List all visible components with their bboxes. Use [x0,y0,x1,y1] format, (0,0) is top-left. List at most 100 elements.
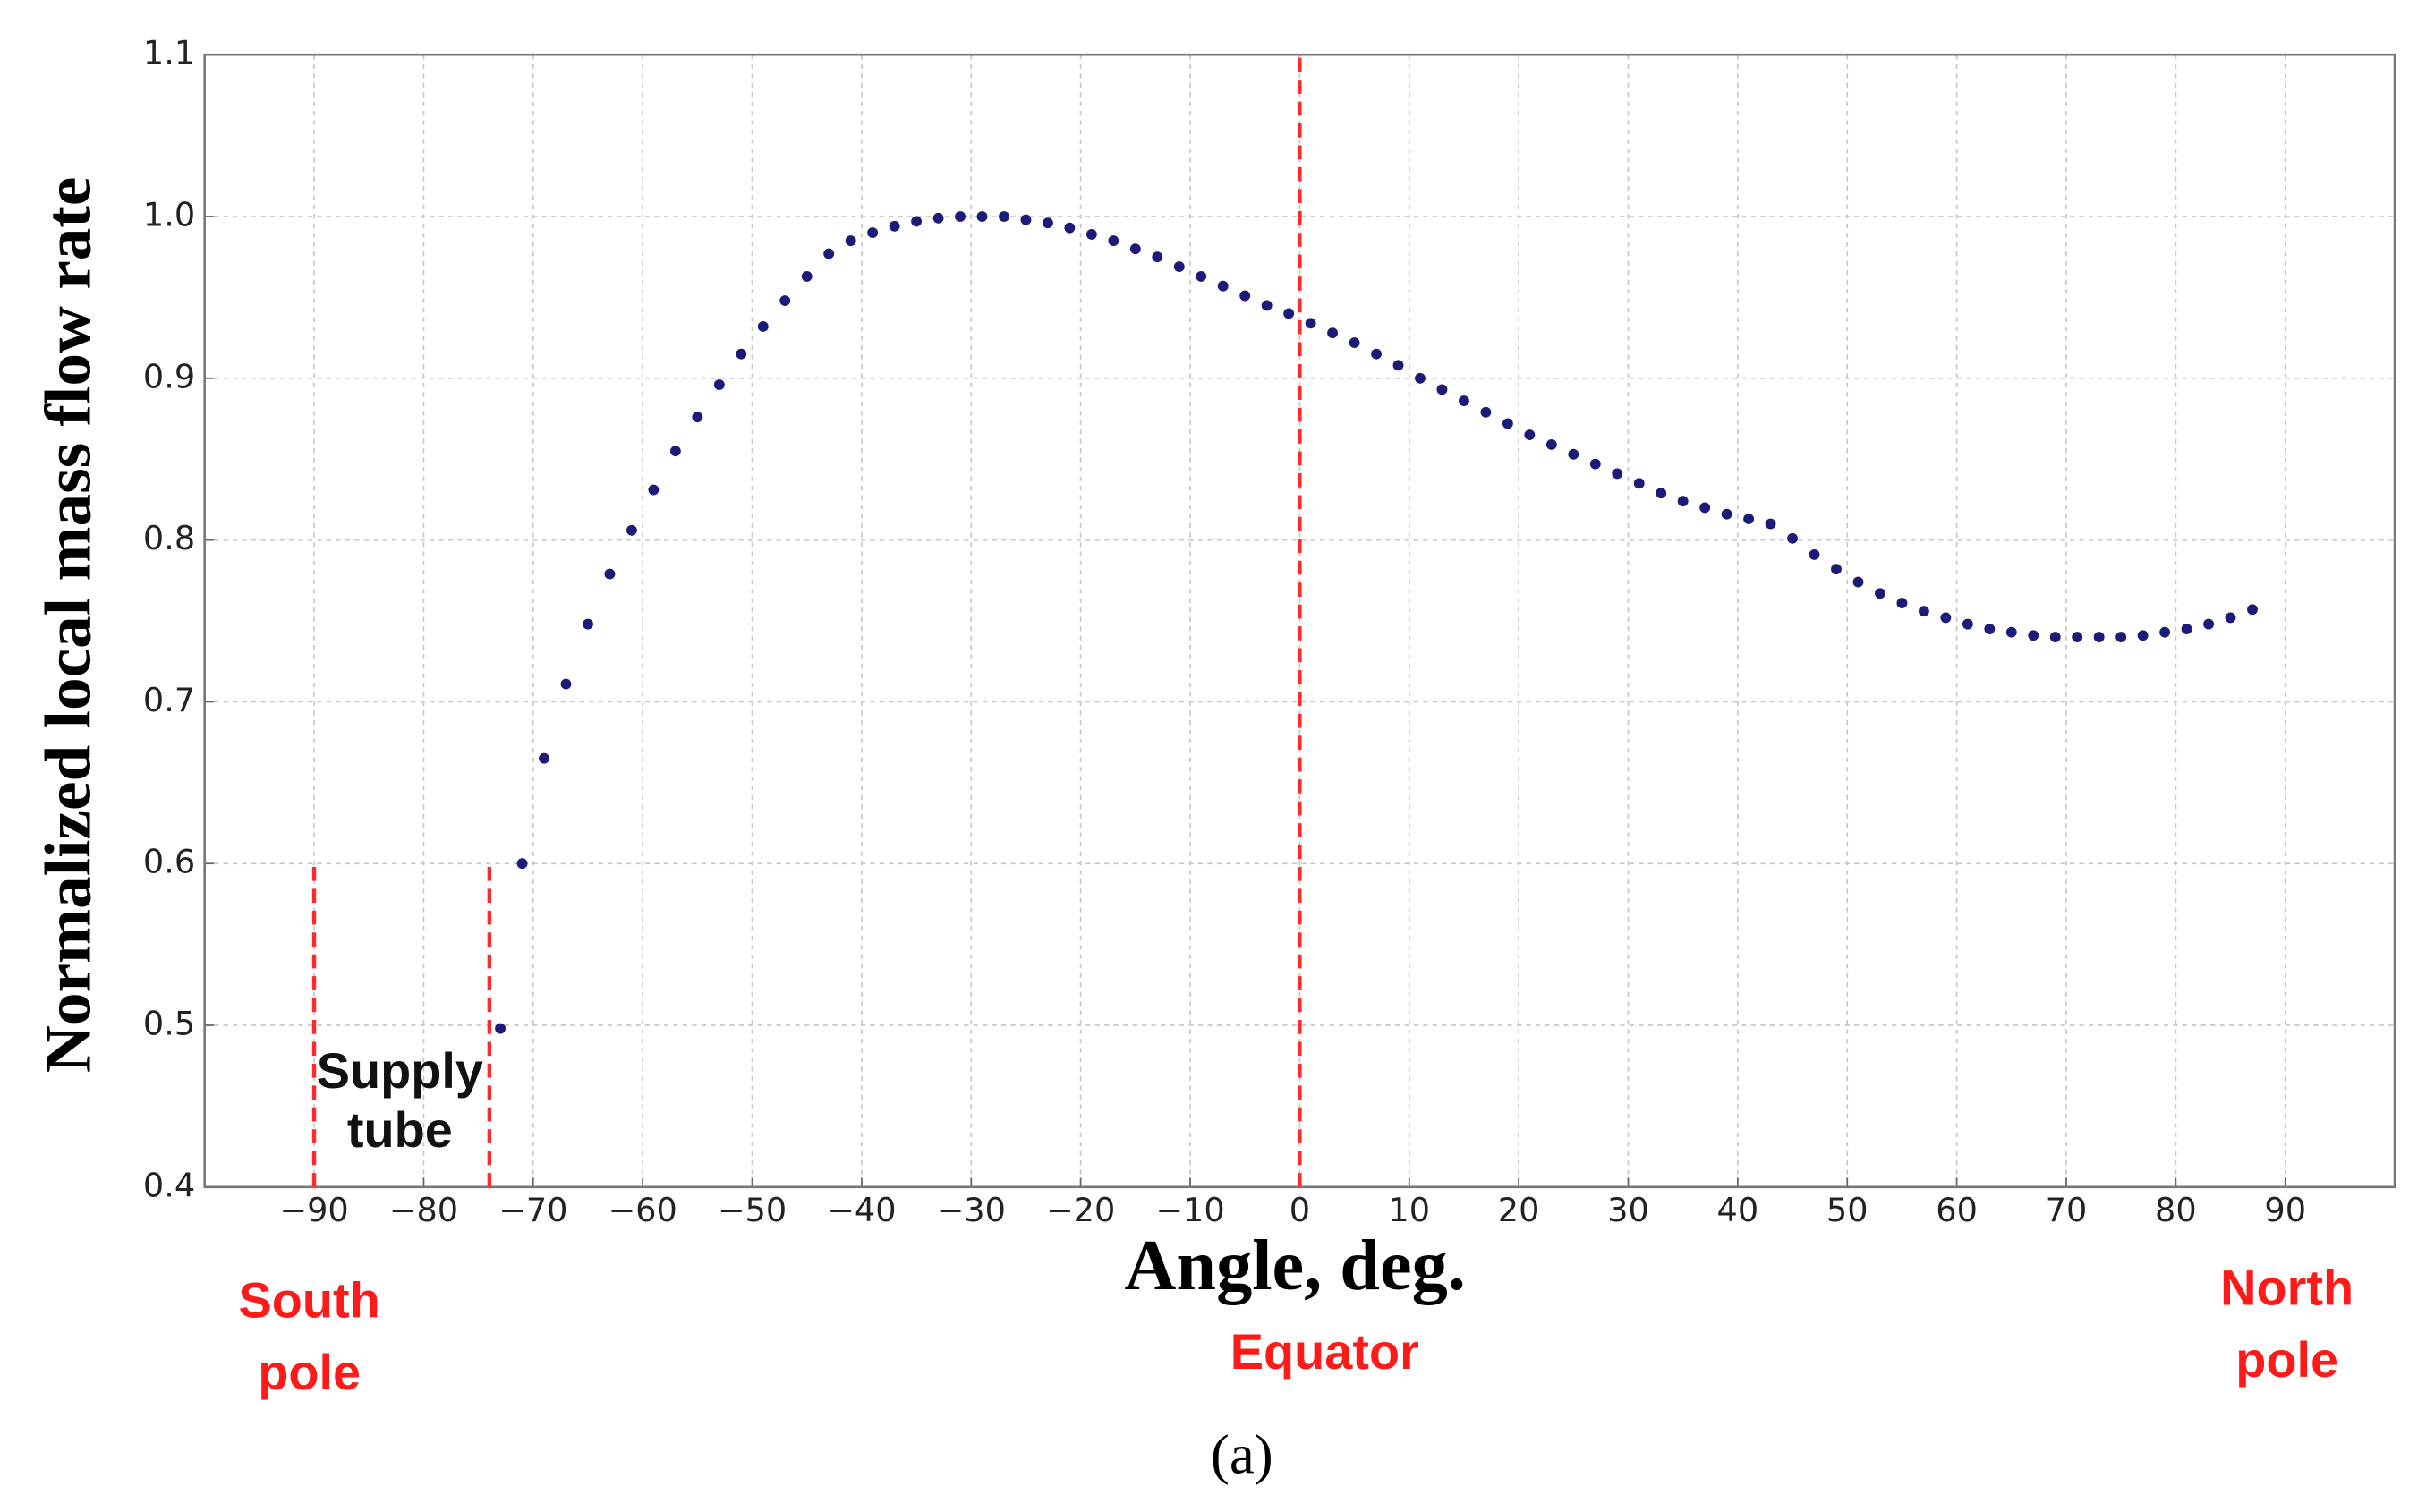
data-point [2093,632,2105,643]
x-tick-label: −10 [1155,1191,1224,1229]
data-point [1349,337,1360,348]
data-point [2225,612,2236,624]
x-tick-label: −70 [498,1191,567,1229]
x-tick-label: 60 [1936,1191,1978,1229]
data-point [1371,348,1382,360]
x-tick-label: 20 [1498,1191,1540,1229]
data-point [2181,624,2192,634]
annotation: pole [258,1344,361,1400]
data-point [583,618,593,630]
x-tick-label: 80 [2155,1191,2197,1229]
data-point [1896,598,1908,609]
data-point [1392,360,1404,371]
x-tick-label: 70 [2046,1191,2088,1229]
x-axis-title: Angle, deg. [1124,1226,1465,1305]
data-point [1809,548,1820,560]
data-point [669,446,681,457]
data-point [779,295,791,306]
data-point [2115,632,2127,643]
data-point [1064,222,1076,234]
data-point [932,212,944,224]
data-point [1305,318,1316,329]
data-point [867,227,879,239]
x-tick-label: −30 [937,1191,1006,1229]
y-tick-label: 0.6 [143,843,195,881]
data-point [889,220,900,232]
data-point [2072,632,2083,643]
data-point [1612,468,1623,480]
x-tick-label: −50 [718,1191,787,1229]
data-point [1459,395,1469,407]
x-tick-label: −60 [608,1191,677,1229]
data-point [2203,618,2214,630]
data-point [604,568,616,580]
data-point [1502,418,1513,429]
y-tick-label: 0.7 [143,681,195,719]
annotation: Supply [317,1042,483,1099]
y-axis-title: Normalized local mass flow rate [32,177,105,1073]
annotation: pole [2235,1331,2338,1388]
data-point [1436,384,1448,395]
data-point [1918,606,1929,617]
data-point [1173,261,1185,272]
y-tick-label: 0.4 [143,1166,195,1204]
data-point [911,216,923,227]
annotation: North [2220,1260,2354,1316]
data-point [1545,438,1557,450]
data-point [1677,496,1689,507]
data-point [1787,532,1798,544]
data-point [626,524,637,536]
annotation: Equator [1230,1323,1419,1380]
data-point [1283,308,1295,319]
data-point [692,412,703,423]
data-point [1196,270,1207,282]
y-tick-label: 1.0 [143,196,195,234]
data-point [1108,235,1119,247]
data-point [560,678,572,690]
data-point [1524,429,1536,441]
data-point [1633,478,1645,489]
x-tick-label: −40 [827,1191,896,1229]
data-point [1875,588,1885,599]
data-point [845,235,856,247]
data-point [1743,514,1755,525]
data-point [955,211,966,222]
data-point [516,858,528,870]
x-tick-label: 0 [1290,1191,1310,1229]
annotation: South [239,1271,380,1328]
y-tick-label: 0.9 [143,357,195,395]
data-point [1721,508,1732,520]
data-point [1940,612,1952,624]
x-tick-label: 40 [1717,1191,1759,1229]
data-point [999,211,1009,222]
caption: (a) [1211,1423,1273,1486]
data-point [976,211,988,222]
y-tick-label: 1.1 [143,34,195,72]
x-tick-label: 90 [2264,1191,2306,1229]
data-point [2137,630,2149,641]
y-tick-label: 0.8 [143,519,195,557]
data-point [1261,300,1273,311]
data-point [1085,228,1097,240]
data-point [1152,251,1163,263]
data-point [1765,518,1776,530]
data-point [736,348,747,360]
data-point [1589,458,1601,470]
data-point [1129,243,1141,255]
data-point [648,484,660,496]
data-point [1020,214,1032,225]
data-point [801,270,813,282]
data-point [1568,448,1579,460]
data-point [757,321,769,332]
data-point [2049,632,2061,643]
data-point [1831,564,1842,575]
data-point [2005,626,2017,638]
x-tick-label: −80 [389,1191,458,1229]
data-point [1852,576,1864,588]
data-point [1415,372,1426,384]
x-tick-label: −20 [1046,1191,1115,1229]
x-tick-label: −90 [279,1191,348,1229]
data-point [1962,618,1973,630]
data-point [1699,502,1711,514]
